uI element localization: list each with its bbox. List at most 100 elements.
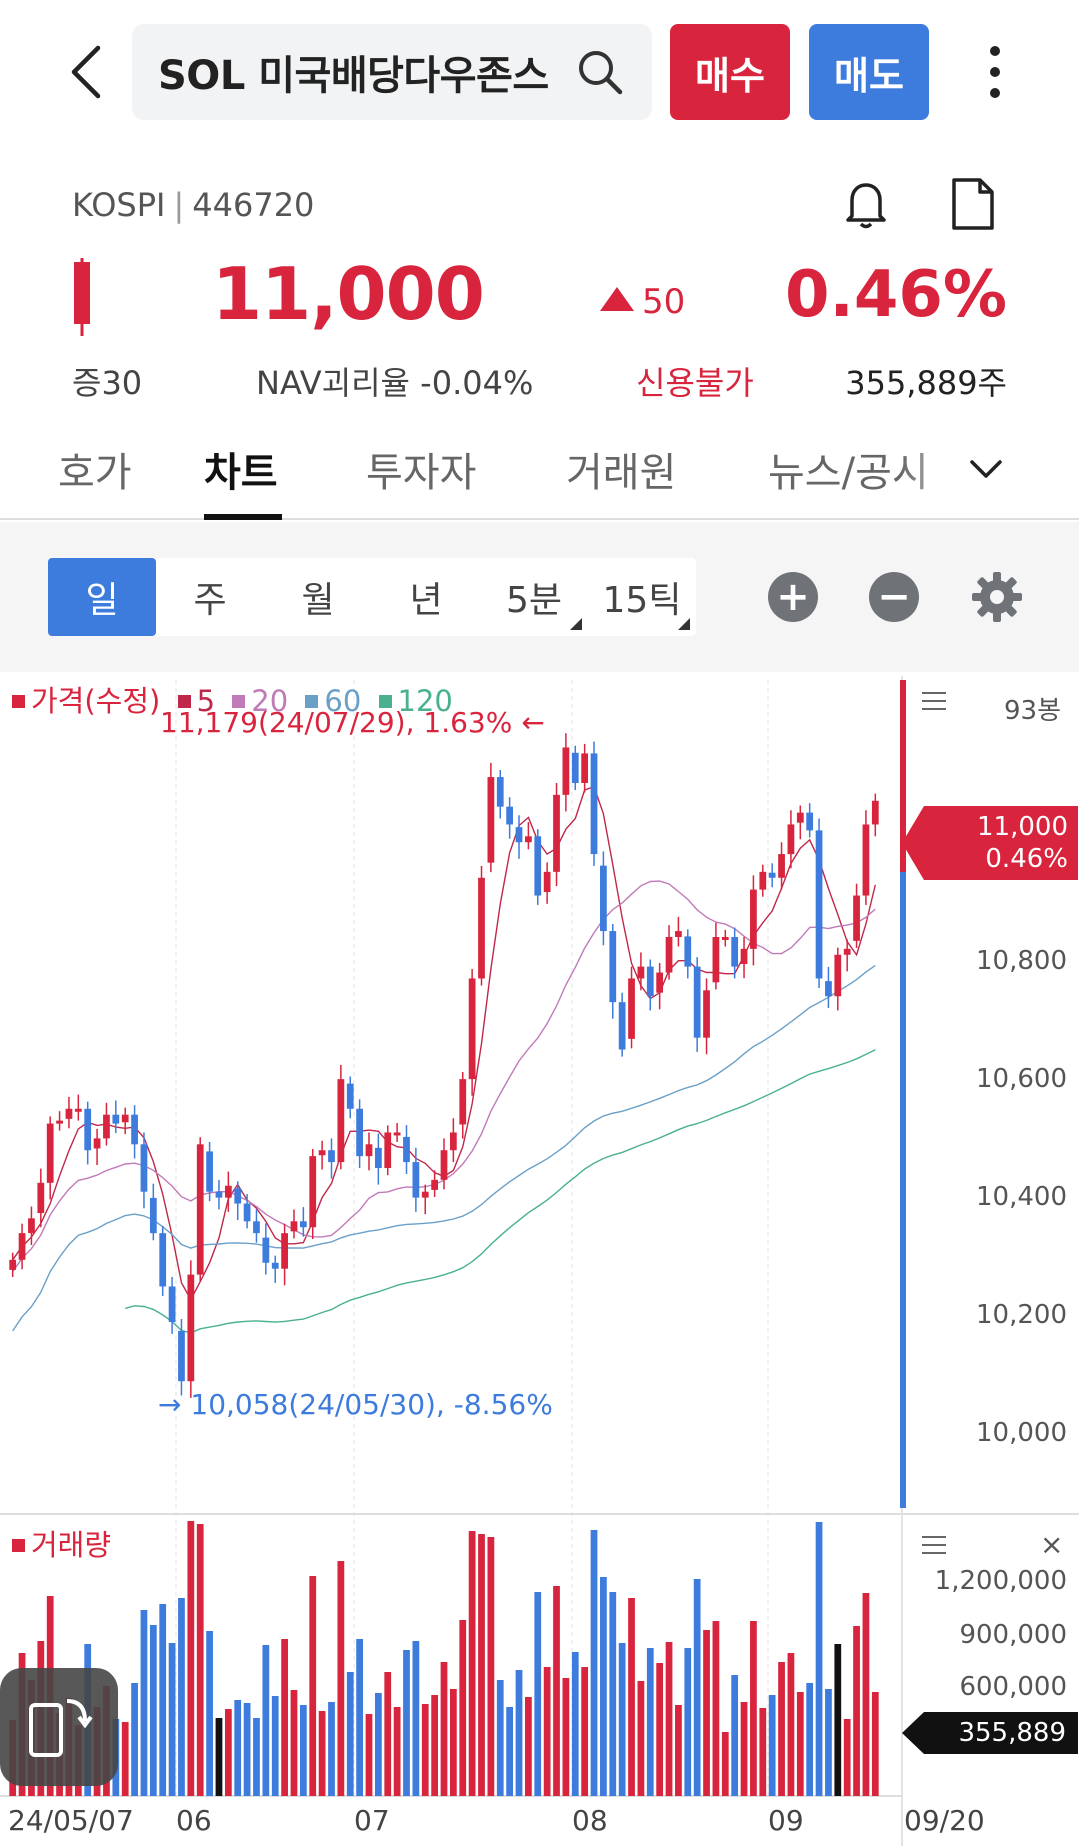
period-toolbar: 일 주 월 년 5분 15틱 [0,522,1079,672]
volume-bar [796,1692,804,1796]
volume-bar [693,1579,701,1796]
candle-body [281,1233,288,1269]
tag-price: 11,000 [977,812,1068,842]
candle-body [862,824,870,896]
volume-bar [328,1702,335,1796]
more-menu-icon[interactable] [975,40,1015,104]
candle-body [534,836,542,896]
candle-body [853,895,860,941]
period-day[interactable]: 일 [48,558,156,636]
candle-body [403,1136,410,1163]
chart-axes [900,680,906,1508]
candle-body [93,1138,101,1149]
volume-tick-label: 1,200,000 [934,1566,1067,1596]
sell-button[interactable]: 매도 [809,24,929,120]
volume-bar [206,1631,213,1796]
volume-bar [675,1705,682,1796]
zoom-out-button[interactable]: − [869,572,919,622]
close-icon[interactable]: × [1040,1528,1064,1561]
buy-button[interactable]: 매수 [670,24,790,120]
up-range-bar [900,680,906,872]
x-tick-label: 06 [176,1804,212,1837]
period-15tick[interactable]: 15틱 [588,558,696,636]
volume-menu-icon[interactable] [922,1536,946,1554]
back-button[interactable] [58,40,114,104]
volume-bar [356,1639,363,1796]
candle-body [290,1221,298,1232]
candle-body [628,978,635,1039]
candle-body [684,936,692,967]
volume-bar [374,1693,382,1796]
candle-body [337,1079,345,1163]
period-year[interactable]: 년 [409,580,443,621]
period-5min[interactable]: 5분 [480,558,588,636]
volume-bar [234,1700,242,1796]
volume-bar [149,1625,157,1796]
stock-search-box[interactable]: SOL 미국배당다우존스 [132,24,652,120]
x-tick-label: 08 [572,1804,608,1837]
candle-body [806,812,814,831]
volume-bar [618,1643,626,1796]
volume-bar [768,1695,776,1796]
candle-body [459,1079,467,1125]
period-month[interactable]: 월 [301,580,335,621]
volume-bar [581,1667,589,1796]
candle-body [731,937,739,967]
volume-bar [553,1586,560,1796]
volume-bar [731,1675,739,1796]
volume-bar [431,1695,438,1796]
y-tick-label: 10,200 [976,1300,1067,1330]
rotate-screen-button[interactable] [0,1668,118,1786]
tab-broker[interactable]: 거래원 [566,450,677,496]
volume-bar [534,1592,542,1796]
tab-investor[interactable]: 투자자 [366,450,477,496]
chevron-left-icon [71,45,101,99]
high-annotation: 11,179(24/07/29), 1.63% ← [160,706,545,739]
candle-body [778,854,785,878]
volume-bar [440,1662,448,1796]
volume-bar [140,1610,148,1796]
tab-orderbook[interactable]: 호가 [58,450,132,496]
candle-body [796,812,804,823]
volume-bar [281,1639,288,1796]
volume-bar [224,1709,232,1796]
ma20-line [12,880,876,1273]
candle-body [815,830,823,979]
price-change: 50 [600,282,685,322]
volume-bar [478,1534,485,1796]
tab-chart[interactable]: 차트 [204,450,278,496]
x-tick-label: 24/05/07 [8,1804,134,1837]
candle-body [468,978,476,1080]
search-icon[interactable] [576,48,624,96]
price-change-value: 50 [642,282,686,322]
volume-bar [646,1648,654,1796]
candle-body [600,865,607,932]
candle-body [299,1221,307,1228]
legend-ma120-label: 120 [397,684,453,718]
candle-body [721,937,729,940]
volume-bar [862,1593,870,1796]
period-selector: 일 주 월 년 5분 15틱 [48,558,696,636]
document-icon[interactable] [946,176,998,232]
legend-ma5: 5 [177,684,219,718]
volume-bar [253,1718,260,1796]
chevron-down-icon[interactable] [966,450,1006,490]
x-tick-label: 09 [768,1804,804,1837]
zoom-in-button[interactable]: + [768,572,818,622]
bell-icon[interactable] [838,176,894,232]
period-5min-label: 5분 [505,580,563,621]
margin-rate: 증30 [72,364,143,402]
volume-bar [853,1626,860,1796]
price-chart[interactable] [0,672,1079,1846]
volume-bar [393,1707,401,1796]
legend-ma60: 60 [305,684,365,718]
trade-volume: 355,889주 [845,364,1007,402]
period-week[interactable]: 주 [193,580,227,621]
gear-icon[interactable] [970,570,1024,624]
chart-menu-icon[interactable] [922,692,946,710]
candle-body [365,1144,373,1157]
candle-body [768,872,776,878]
candle-body [553,794,560,872]
candle-body [478,877,485,979]
candle-body [581,753,589,783]
